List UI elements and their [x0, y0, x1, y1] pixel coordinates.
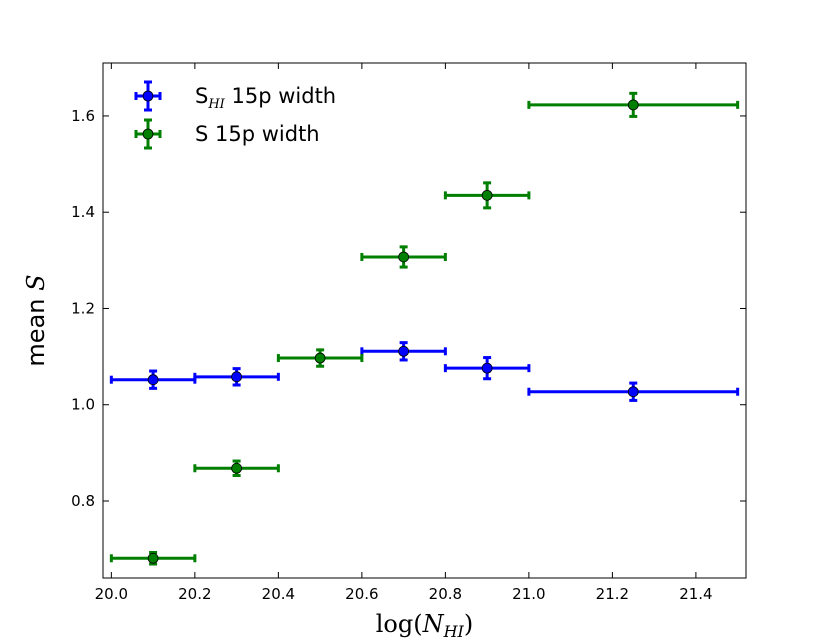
x-axis-label: log(NHI)	[376, 610, 474, 641]
x-tick-label: 20.4	[262, 585, 295, 603]
legend-2-handle-marker	[142, 128, 154, 140]
series-1	[109, 341, 740, 402]
y-tick-label: 1.6	[71, 107, 95, 125]
series-2-point-marker	[627, 99, 639, 111]
series-1-point-marker	[398, 345, 410, 357]
x-tick-label: 21.4	[679, 585, 712, 603]
y-tick-label: 0.8	[71, 492, 95, 510]
series-2-point-marker	[481, 189, 493, 201]
legend-2-label: S 15p width	[195, 122, 320, 146]
legend-1-label: SHI 15p width	[195, 84, 336, 112]
x-tick-label: 20.6	[345, 585, 378, 603]
plot-layer	[109, 91, 740, 566]
series-1-point-marker	[231, 371, 243, 383]
x-tick-label: 21.2	[596, 585, 629, 603]
legend-entry-2: S 15p width	[134, 118, 320, 150]
series-1-point-marker	[481, 362, 493, 374]
y-tick-label: 1.0	[71, 396, 95, 414]
x-tick-label: 20.8	[429, 585, 462, 603]
series-2-point-marker	[231, 462, 243, 474]
series-1-point-marker	[627, 386, 639, 398]
y-tick-label: 1.4	[71, 203, 95, 221]
series-2	[109, 91, 740, 566]
legend-entry-1: SHI 15p width	[134, 80, 336, 112]
x-tick-label: 21.0	[512, 585, 545, 603]
legend-1-handle-marker	[142, 90, 154, 102]
x-tick-label: 20.0	[95, 585, 128, 603]
series-2-point-marker	[398, 251, 410, 263]
series-2-point-marker	[314, 352, 326, 364]
ticks-layer: 20.0 20.2 20.4 20.6 20.8 21.0 21.2 21.4 0.8 1.0 1.…	[71, 63, 746, 603]
axes-frame	[102, 62, 747, 579]
x-tick-label: 20.2	[178, 585, 211, 603]
series-1-point-marker	[147, 374, 159, 386]
y-tick-label: 1.2	[71, 299, 95, 317]
y-axis-label: mean S	[22, 274, 50, 366]
series-2-point-marker	[147, 552, 159, 564]
legend: SHI 15p width S 15p width	[134, 80, 336, 150]
